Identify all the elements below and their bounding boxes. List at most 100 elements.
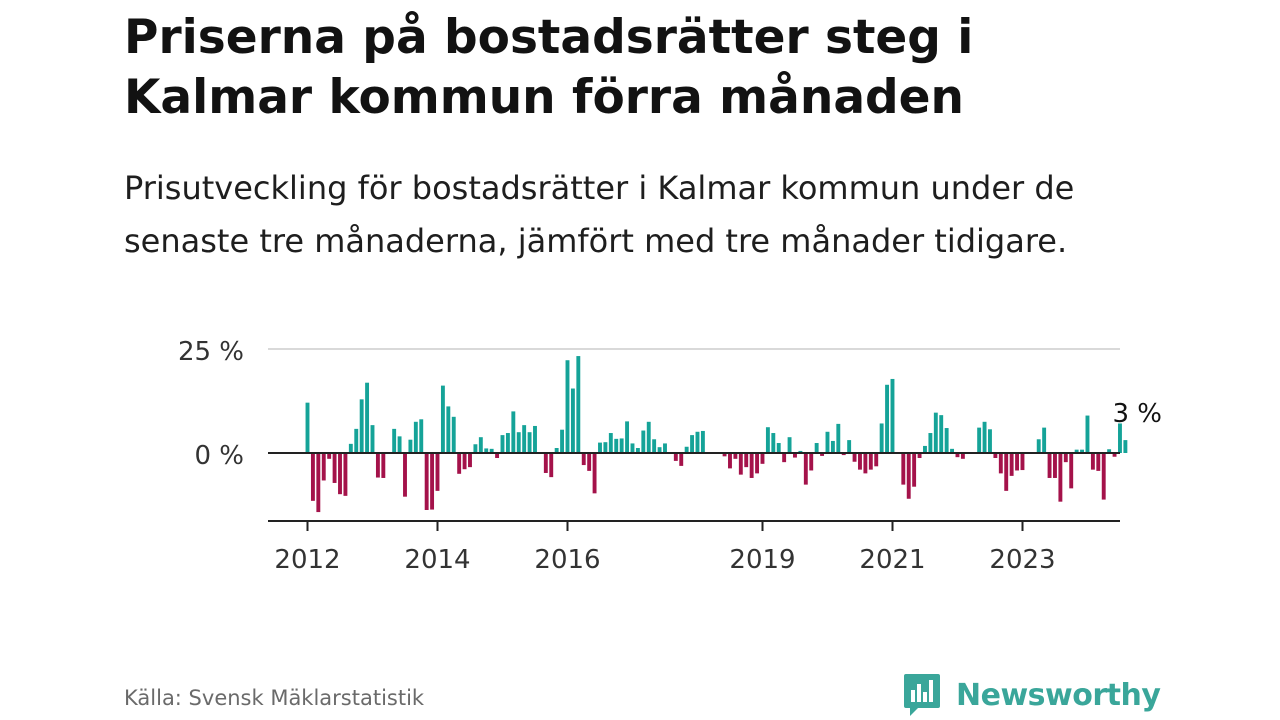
bar — [570, 388, 575, 453]
bar — [468, 453, 472, 468]
bar — [738, 453, 743, 475]
bar — [1096, 453, 1101, 471]
bar — [403, 453, 407, 497]
bar — [348, 443, 353, 453]
bar — [549, 453, 554, 478]
bar — [863, 453, 868, 474]
bar — [657, 447, 662, 453]
bar — [993, 453, 998, 458]
bar — [690, 435, 695, 453]
bar — [543, 453, 548, 473]
bar — [587, 453, 592, 471]
bar — [679, 453, 684, 466]
bar — [397, 436, 402, 453]
bar — [771, 433, 776, 453]
bar — [874, 453, 879, 467]
bar — [354, 428, 359, 453]
bar — [944, 428, 949, 453]
bar — [516, 432, 521, 453]
x-tick-label: 2016 — [534, 545, 600, 575]
bar — [852, 453, 857, 462]
bar — [1080, 449, 1084, 453]
bar — [1047, 453, 1052, 478]
bar — [625, 421, 630, 453]
bar — [809, 453, 814, 471]
bar — [321, 453, 326, 481]
bar — [814, 443, 819, 453]
axis-layer: 2012 2014 2016 2019 2021 2023 3 % — [268, 399, 1162, 575]
bar — [554, 448, 559, 453]
bar — [500, 435, 505, 453]
bar — [1085, 415, 1090, 453]
bar — [598, 442, 602, 453]
bar — [489, 448, 494, 453]
bar — [484, 448, 489, 453]
bar — [560, 429, 565, 453]
newsworthy-brand-text: Newsworthy — [956, 677, 1161, 713]
bar — [365, 382, 370, 453]
bar — [424, 453, 429, 510]
bar — [1004, 453, 1009, 491]
bar — [1015, 453, 1020, 471]
bar — [652, 439, 657, 453]
bar — [700, 430, 705, 453]
bar — [505, 433, 510, 453]
bar — [1053, 453, 1057, 478]
y-tick-label: 25 % — [178, 337, 244, 367]
bar — [847, 440, 852, 453]
bar — [392, 428, 397, 453]
bar — [765, 427, 770, 453]
bar — [576, 356, 581, 453]
bar — [457, 453, 462, 474]
bar — [440, 385, 445, 453]
bar — [327, 453, 332, 459]
bar — [408, 439, 413, 453]
bar — [527, 432, 532, 453]
x-tick-label: 2014 — [404, 545, 470, 575]
bar — [749, 453, 754, 478]
bar — [787, 437, 792, 453]
bar — [619, 438, 624, 453]
bar — [695, 431, 700, 453]
bar — [673, 453, 678, 461]
bar — [603, 442, 608, 453]
bar — [375, 453, 380, 478]
bar — [728, 453, 732, 469]
bar — [1036, 439, 1041, 453]
bar — [435, 453, 440, 491]
bar — [836, 423, 841, 453]
bar — [950, 448, 955, 453]
bar — [533, 425, 537, 453]
bar — [565, 360, 570, 453]
bar — [733, 453, 738, 459]
bar — [462, 453, 467, 470]
bar — [868, 453, 873, 470]
bar — [316, 453, 321, 513]
bar — [917, 453, 922, 458]
bar — [305, 402, 310, 453]
bar — [359, 399, 364, 453]
bar — [912, 453, 917, 487]
bar — [592, 453, 597, 494]
x-tick-label: 2021 — [859, 545, 925, 575]
bar — [446, 406, 451, 453]
bar — [332, 453, 337, 483]
grid-layer: 25 % 0 % — [178, 337, 1120, 471]
bar — [1090, 453, 1095, 470]
x-tick-label: 2012 — [274, 545, 340, 575]
bar — [343, 453, 348, 496]
bar — [495, 453, 500, 458]
bar — [755, 453, 760, 474]
bar — [901, 453, 906, 485]
bar — [646, 421, 651, 453]
bar — [614, 438, 619, 453]
bar — [885, 384, 890, 453]
bar — [776, 443, 781, 453]
latest-value-annotation: 3 % — [1112, 399, 1162, 429]
source-note: Källa: Svensk Mäklarstatistik — [124, 686, 425, 710]
bar — [581, 453, 586, 466]
bar — [310, 453, 315, 501]
bar — [1107, 449, 1112, 453]
bar — [419, 419, 424, 453]
